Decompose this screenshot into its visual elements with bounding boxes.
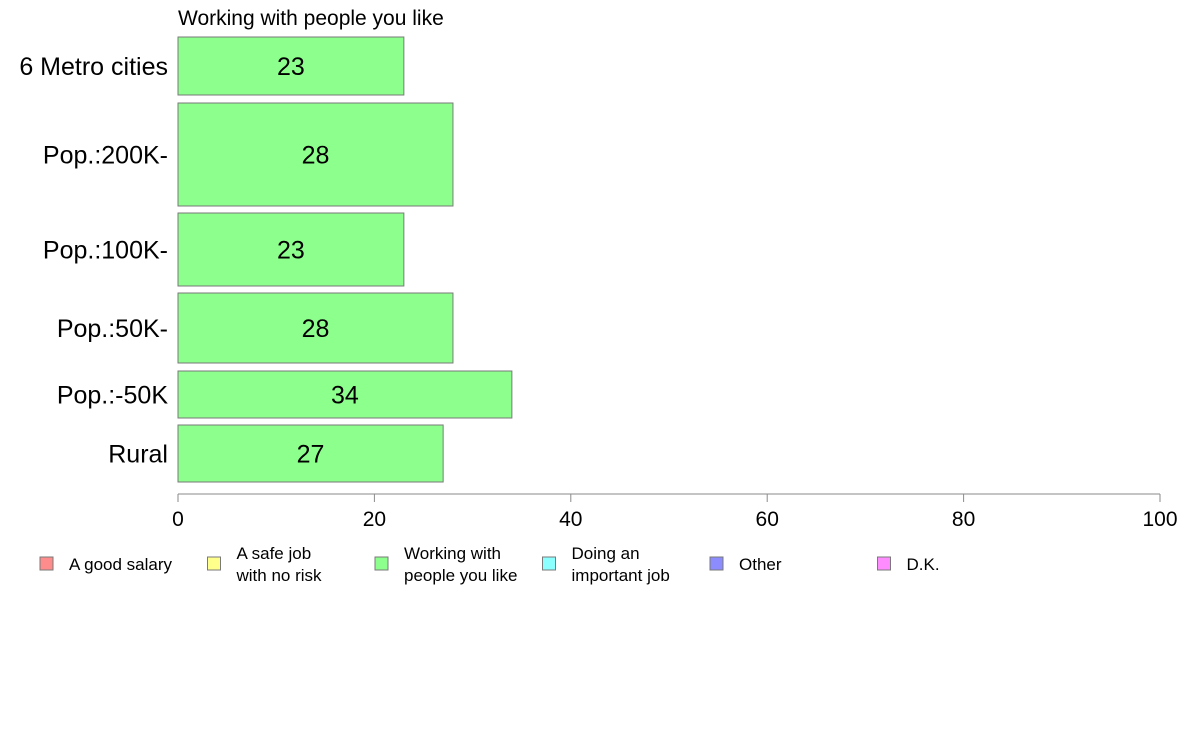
bar <box>177 102 454 207</box>
x-tick-label: 100 <box>1142 508 1177 531</box>
legend-swatch <box>374 556 389 571</box>
x-tick-label: 80 <box>952 508 975 531</box>
legend-label: important job <box>572 566 670 585</box>
x-tick-label: 0 <box>172 508 184 531</box>
legend-swatch <box>877 556 891 571</box>
legend-swatch <box>207 556 221 571</box>
bar-value-label: 23 <box>277 53 305 81</box>
category-label: Pop.:200K- <box>43 142 168 170</box>
x-tick-label: 20 <box>363 508 386 531</box>
legend-label: Working with <box>404 544 501 563</box>
bar-value-label: 28 <box>302 142 330 170</box>
chart-title: Working with people you like <box>178 7 444 30</box>
legend: A good salary A safe job with no risk Worki… <box>39 544 940 585</box>
bar-value-label: 27 <box>297 441 325 469</box>
bar <box>177 424 444 483</box>
x-tick-label: 60 <box>756 508 779 531</box>
category-label: 6 Metro cities <box>19 53 168 81</box>
bar <box>177 36 405 96</box>
legend-label: D.K. <box>907 555 940 574</box>
legend-swatch <box>39 556 54 571</box>
category-label: Pop.:50K- <box>57 315 168 343</box>
legend-label: people you like <box>404 566 517 585</box>
x-tick-label: 40 <box>559 508 582 531</box>
bar-value-label: 34 <box>331 382 359 410</box>
legend-label: Other <box>739 555 782 574</box>
legend-swatch <box>709 556 724 571</box>
legend-label: Doing an <box>572 544 640 563</box>
legend-label: A safe job <box>237 544 312 563</box>
category-label: Pop.:-50K <box>57 382 169 410</box>
category-label: Pop.:100K- <box>43 237 168 265</box>
bars: 23 6 Metro cities 28 Pop.:200K- 23 Pop.:100K-… <box>19 36 513 483</box>
bar <box>177 212 405 287</box>
bar-value-label: 28 <box>302 315 330 343</box>
category-label: Rural <box>108 441 168 469</box>
bar-value-label: 23 <box>277 237 305 265</box>
bar <box>177 370 513 419</box>
legend-label: with no risk <box>236 566 323 585</box>
legend-label: A good salary <box>69 555 173 574</box>
bar <box>177 292 454 364</box>
x-axis: 0 20 40 60 80 100 <box>172 493 1178 531</box>
legend-swatch <box>542 556 556 571</box>
